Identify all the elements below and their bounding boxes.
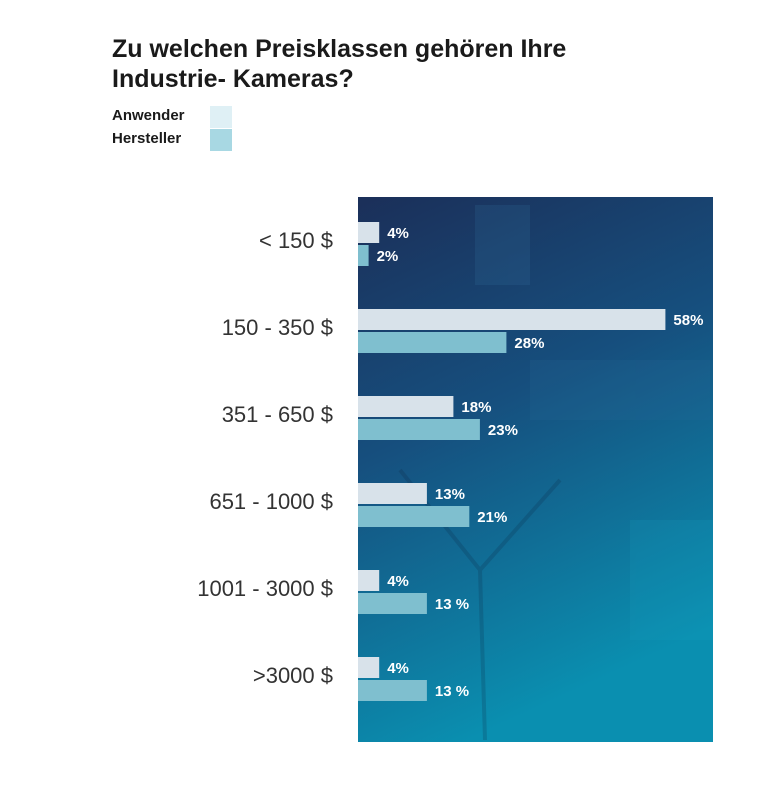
bar-anwender [358,483,427,504]
category-label: 1001 - 3000 $ [197,576,333,601]
bar-anwender [358,570,380,591]
data-label: 18% [461,399,491,416]
data-label: 28% [514,335,544,352]
bar-hersteller [358,332,507,353]
bar-anwender [358,657,380,678]
bar-hersteller [358,680,427,701]
category-label: 351 - 650 $ [222,402,333,427]
legend-label-hersteller: Hersteller [112,130,182,147]
category-label: >3000 $ [253,663,333,688]
legend-label-anwender: Anwender [112,107,185,124]
bar-hersteller [358,593,427,614]
category-label: 651 - 1000 $ [209,489,333,514]
data-label: 4% [387,660,409,677]
data-label: 4% [387,225,409,242]
title-line-2: Industrie- Kameras? [112,65,354,93]
bar-anwender [358,222,380,243]
bar-anwender [358,396,454,417]
data-label: 58% [673,312,703,329]
data-label: 21% [477,509,507,526]
data-label: 4% [387,573,409,590]
bar-anwender [358,309,666,330]
category-label: 150 - 350 $ [222,315,333,340]
data-label: 2% [377,248,399,265]
legend-swatch-anwender [210,106,232,128]
data-label: 13% [435,486,465,503]
data-label: 13 % [435,683,469,700]
chart-background [358,197,713,742]
title-line-1: Zu welchen Preisklassen gehören Ihre [112,35,567,63]
data-label: 13 % [435,596,469,613]
data-label: 23% [488,422,518,439]
bar-hersteller [358,419,480,440]
chart-title: Zu welchen Preisklassen gehören Ihre Indu… [112,34,566,94]
category-label: < 150 $ [259,228,333,253]
legend-swatch-hersteller [210,129,232,151]
bar-hersteller [358,506,470,527]
background-texture [398,205,713,741]
bar-hersteller [358,245,369,266]
